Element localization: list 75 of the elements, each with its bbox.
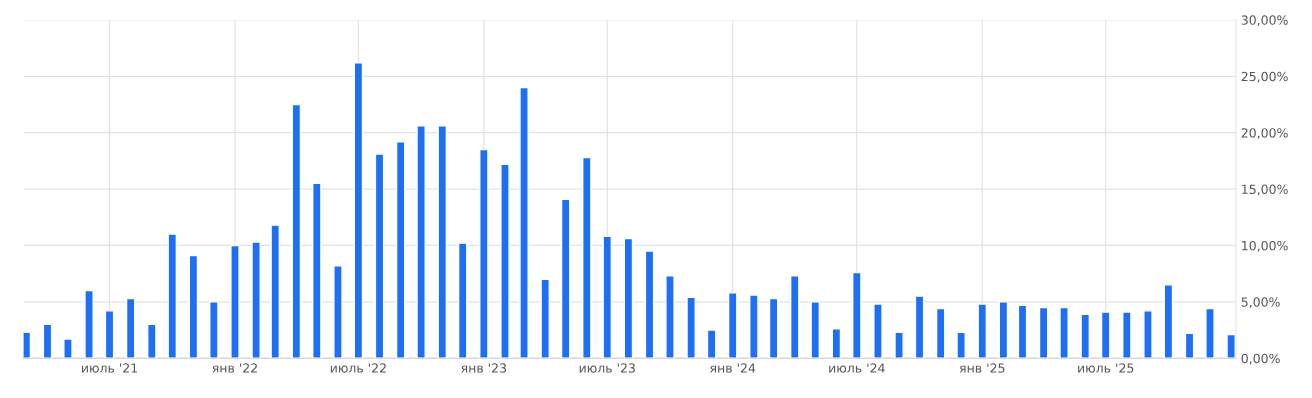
bar (560, 198, 571, 359)
bar (84, 289, 94, 359)
bar (623, 237, 634, 359)
bar (42, 323, 53, 359)
y-tick-label: 30,00% (1241, 15, 1288, 27)
bar (894, 331, 904, 359)
bar (312, 182, 322, 359)
x-tick-label: июль '23 (579, 363, 635, 373)
y-tick-label: 15,00% (1242, 184, 1288, 196)
bar (147, 323, 157, 359)
bar (188, 254, 199, 359)
bar (998, 301, 1009, 359)
bar (416, 125, 426, 359)
bar (125, 297, 136, 359)
bar (395, 140, 406, 359)
x-tick-label: янв '24 (710, 363, 756, 373)
bar (602, 235, 613, 359)
y-tick-label: 5,00% (1241, 297, 1280, 309)
bar (914, 295, 925, 359)
bar (706, 329, 717, 359)
y-tick-label: 20,00% (1241, 128, 1288, 139)
bar (644, 250, 655, 359)
bar (1100, 311, 1111, 359)
bar (1184, 332, 1195, 359)
bar (665, 275, 675, 359)
bar (540, 278, 550, 359)
x-tick-label: июль '22 (330, 363, 386, 373)
x-tick-label: янв '25 (959, 363, 1005, 373)
bar (727, 292, 738, 359)
x-tick-label: июль '21 (82, 363, 138, 373)
x-tick-label: янв '23 (461, 363, 507, 373)
bar (1122, 311, 1132, 359)
bar (789, 275, 800, 359)
bar (500, 163, 510, 359)
bar (251, 241, 261, 359)
bar (935, 307, 946, 359)
y-tick-label: 25,00% (1241, 71, 1288, 83)
bar (749, 294, 759, 359)
y-tick-label: 0,00% (1241, 353, 1280, 365)
bar (479, 148, 489, 359)
bar (230, 244, 240, 359)
bar (437, 125, 448, 359)
bar (852, 271, 862, 359)
bar (1080, 313, 1091, 359)
bar (270, 224, 280, 359)
bar (519, 86, 529, 359)
bar (873, 303, 883, 359)
bar (1143, 310, 1153, 359)
bar (831, 328, 842, 359)
bar (291, 103, 302, 359)
x-tick-label: июль '25 (1078, 363, 1134, 373)
bar (353, 62, 364, 359)
bar (768, 297, 779, 359)
bar (977, 303, 988, 359)
bar (167, 233, 178, 359)
bar (582, 156, 592, 359)
bar (374, 153, 385, 359)
bar (686, 296, 696, 359)
bar (1226, 333, 1236, 359)
bar (1059, 306, 1069, 359)
bar (63, 338, 73, 359)
x-tick-label: июль '24 (829, 363, 885, 373)
bar (1205, 307, 1215, 359)
bar (333, 265, 343, 359)
bar (1017, 304, 1028, 359)
bar (956, 331, 966, 359)
bar (457, 242, 468, 359)
bar (1163, 284, 1174, 359)
bar (1038, 306, 1049, 359)
bar (104, 310, 115, 359)
x-tick-label: янв '22 (212, 363, 257, 373)
bar (810, 301, 821, 359)
bar (23, 331, 32, 359)
y-tick-label: 10,00% (1242, 240, 1288, 252)
bar (209, 301, 219, 359)
